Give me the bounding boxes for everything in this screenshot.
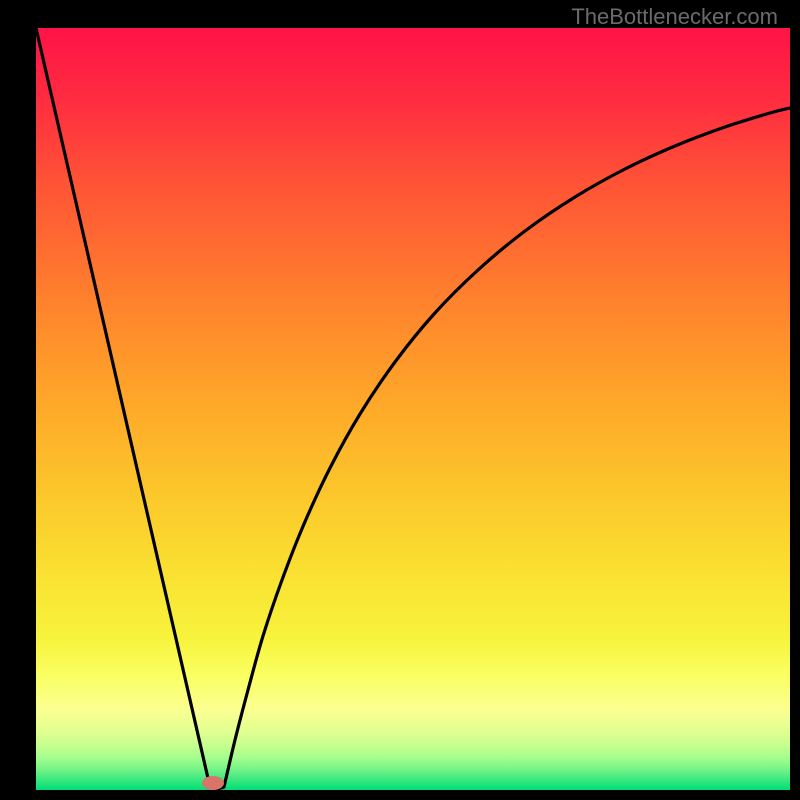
attribution-text: TheBottlenecker.com [571, 4, 778, 30]
optimum-marker [202, 776, 224, 790]
chart-container: TheBottlenecker.com [0, 0, 800, 800]
bottleneck-curve [0, 0, 800, 800]
